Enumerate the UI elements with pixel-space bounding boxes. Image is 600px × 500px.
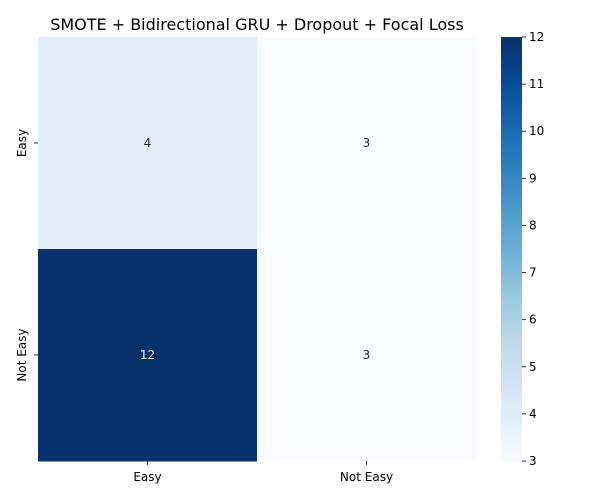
- colorbar-gradient: [501, 37, 522, 461]
- x-tick-label: Easy: [133, 470, 161, 484]
- x-tick-label: Not Easy: [340, 470, 393, 484]
- heatmap-cell: [38, 37, 258, 250]
- y-axis: Easy Not Easy: [15, 129, 38, 382]
- colorbar: 3 4 5 6 7 8 9 10 11 12: [501, 30, 544, 468]
- x-axis: Easy Not Easy: [133, 461, 393, 484]
- cell-labels: 4 3 12 3: [140, 136, 370, 362]
- y-tick-label: Easy: [15, 129, 29, 157]
- colorbar-tick-label: 9: [529, 171, 537, 185]
- colorbar-tick-label: 11: [529, 77, 544, 91]
- heatmap-cell: [38, 249, 258, 462]
- chart-title: SMOTE + Bidirectional GRU + Dropout + Fo…: [50, 15, 464, 34]
- heatmap-cell: [257, 37, 477, 250]
- y-tick-label: Not Easy: [15, 328, 29, 381]
- colorbar-tick-label: 10: [529, 124, 544, 138]
- colorbar-tick-label: 6: [529, 313, 537, 327]
- colorbar-tick-label: 4: [529, 407, 537, 421]
- colorbar-tick-label: 12: [529, 30, 544, 44]
- cell-value-label: 3: [363, 348, 371, 362]
- heatmap-cell: [257, 249, 477, 462]
- cell-value-label: 3: [363, 136, 371, 150]
- heatmap-cells: [38, 37, 477, 462]
- colorbar-tick-label: 7: [529, 266, 537, 280]
- colorbar-tick-label: 5: [529, 360, 537, 374]
- colorbar-tick-label: 3: [529, 454, 537, 468]
- colorbar-tick-label: 8: [529, 218, 537, 232]
- cell-value-label: 12: [140, 348, 155, 362]
- cell-value-label: 4: [144, 136, 152, 150]
